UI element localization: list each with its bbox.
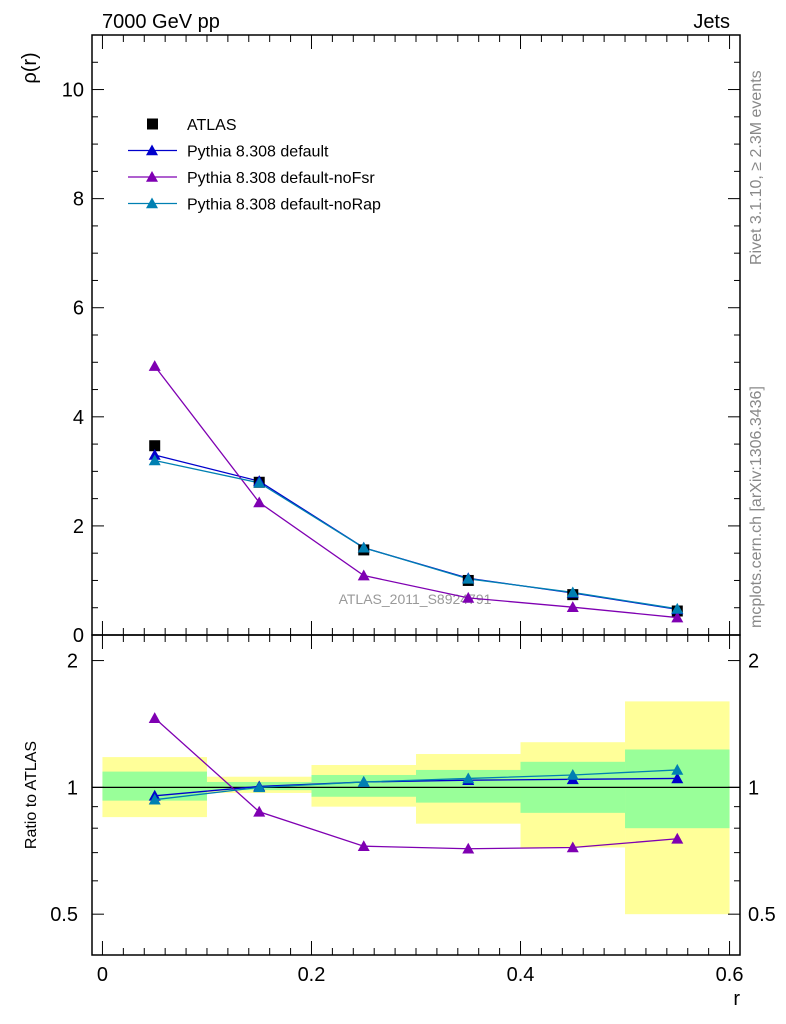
- legend-marker: [147, 118, 158, 130]
- ratio-data-point: [148, 712, 161, 723]
- ratio-data-point: [566, 841, 579, 853]
- series-line: [154, 459, 678, 610]
- ratio-y-tick-label: 1: [67, 777, 78, 799]
- ratio-data-point: [148, 793, 161, 805]
- ratio-data-point: [566, 768, 579, 780]
- ratio-data-point: [357, 775, 370, 787]
- data-point: [253, 476, 266, 488]
- y-tick-label: 10: [62, 80, 84, 102]
- ratio-data-point: [462, 842, 475, 854]
- ratio-data-point: [671, 832, 684, 844]
- data-point: [357, 569, 370, 581]
- x-tick-label: 0: [97, 964, 108, 986]
- ratio-data-point: [671, 763, 684, 775]
- legend-item: Pythia 8.308 default-noFsr: [128, 170, 375, 187]
- data-point: [148, 449, 161, 460]
- data-point: [566, 601, 579, 612]
- ratio-y-tick-label: 2: [748, 651, 759, 673]
- ratio-data-point: [357, 840, 370, 852]
- data-point: [253, 496, 266, 508]
- ratio-data-point: [462, 772, 475, 784]
- data-point: [462, 572, 475, 584]
- legend-marker: [146, 197, 158, 209]
- x-tick-label: 0.6: [716, 964, 744, 986]
- ratio-data-point: [671, 772, 684, 784]
- data-point: [671, 611, 684, 623]
- legend-label: Pythia 8.308 default-noFsr: [187, 170, 375, 187]
- ratio-y-tick-label: 1: [748, 777, 759, 799]
- y-tick-label: 0: [73, 625, 84, 647]
- y-tick-label: 2: [73, 516, 84, 538]
- ratio-y-tick-label: 2: [67, 651, 78, 673]
- ratio-y-tick-label: 0.5: [748, 904, 776, 926]
- main-ylabel: ρ(r): [19, 52, 41, 83]
- data-point: [148, 360, 161, 371]
- legend: ATLAS Pythia 8.308 default Pythia 8.308 de…: [128, 117, 381, 214]
- header-left-label: 7000 GeV pp: [102, 11, 220, 33]
- series-line: [154, 365, 678, 619]
- legend-item: Pythia 8.308 default: [128, 144, 329, 161]
- legend-marker: [146, 171, 158, 182]
- header-right-label: Jets: [693, 11, 730, 33]
- y-tick-label: 8: [73, 189, 84, 211]
- legend-marker: [146, 144, 158, 156]
- y-tick-label: 4: [73, 407, 84, 429]
- ratio-ylabel: Ratio to ATLAS: [23, 741, 40, 849]
- ratio-series-line: [154, 777, 678, 797]
- data-point: [566, 586, 579, 598]
- side-label-mcplots: mcplots.cern.ch [arXiv:1306.3436]: [748, 386, 765, 628]
- legend-item: Pythia 8.308 default-noRap: [128, 197, 381, 214]
- data-point: [671, 602, 684, 614]
- legend-label: Pythia 8.308 default-noRap: [187, 197, 381, 214]
- ratio-series-line: [154, 769, 678, 801]
- data-point: [149, 440, 161, 452]
- data-point: [462, 591, 475, 603]
- x-tick-label: 0.4: [507, 964, 535, 986]
- ratio-y-tick-label: 0.5: [50, 904, 78, 926]
- ratio-data-point: [253, 781, 266, 793]
- ratio-series-line: [154, 717, 678, 850]
- x-axis-label: r: [733, 988, 740, 1010]
- x-tick-label: 0.2: [298, 964, 326, 986]
- ratio-band-inner: [625, 749, 730, 829]
- y-tick-label: 6: [73, 298, 84, 320]
- legend-label: ATLAS: [187, 117, 237, 134]
- legend-item: ATLAS: [147, 117, 237, 134]
- legend-label: Pythia 8.308 default: [187, 144, 329, 161]
- ratio-data-point: [253, 805, 266, 817]
- data-point: [148, 454, 161, 466]
- data-point: [357, 541, 370, 553]
- ratio-panel: 0.5 0.5 1 1 2 2 0 0.2 0.4 0.6: [50, 634, 776, 986]
- side-label-rivet: Rivet 3.1.10, ≥ 2.3M events: [748, 70, 765, 265]
